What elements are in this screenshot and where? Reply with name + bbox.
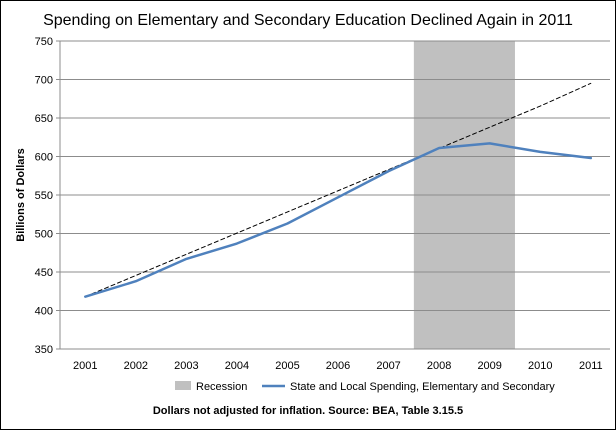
x-tick-label-2001: 2001: [73, 360, 97, 372]
x-tick-labels: 2001 2002 2003 2004 2005 2006 2007 2008 2009 2010…: [73, 360, 603, 372]
x-tick-label-2004: 2004: [225, 360, 249, 372]
x-tick-label-2007: 2007: [376, 360, 400, 372]
y-tick-label-350: 350: [35, 344, 53, 356]
y-tick-label-700: 700: [35, 75, 53, 87]
trend-line-dashed: [84, 82, 592, 298]
x-tick-label-2008: 2008: [427, 360, 451, 372]
chart-footnote: Dollars not adjusted for inflation. Sour…: [153, 405, 463, 417]
y-axis-label: Billions of Dollars: [15, 148, 27, 242]
y-tick-label-400: 400: [35, 306, 53, 318]
x-tick-label-2003: 2003: [174, 360, 198, 372]
legend-label-recession: Recession: [196, 381, 247, 393]
y-tick-label-600: 600: [35, 152, 53, 164]
x-tick-label-2009: 2009: [477, 360, 501, 372]
gridlines: [56, 40, 610, 350]
axes: [59, 41, 610, 350]
y-tick-label-750: 750: [35, 36, 53, 48]
legend-label-spending: State and Local Spending, Elementary and…: [290, 381, 555, 393]
x-tick-label-2011: 2011: [579, 360, 603, 372]
y-tick-label-550: 550: [35, 190, 53, 202]
x-tick-label-2005: 2005: [275, 360, 299, 372]
series-lines: [84, 82, 593, 298]
legend: Recession State and Local Spending, Elem…: [175, 381, 555, 393]
x-tick-label-2002: 2002: [124, 360, 148, 372]
x-tick-label-2010: 2010: [528, 360, 552, 372]
y-tick-label-650: 650: [35, 113, 53, 125]
series-line-spending: [84, 142, 593, 298]
y-tick-label-500: 500: [35, 229, 53, 241]
y-tick-label-450: 450: [35, 267, 53, 279]
x-tick-label-2006: 2006: [326, 360, 350, 372]
chart-title: Spending on Elementary and Secondary Edu…: [43, 12, 573, 29]
y-tick-labels: 350 400 450 500 550 600 650 700 750: [35, 36, 53, 356]
legend-swatch-recession: [175, 381, 191, 390]
